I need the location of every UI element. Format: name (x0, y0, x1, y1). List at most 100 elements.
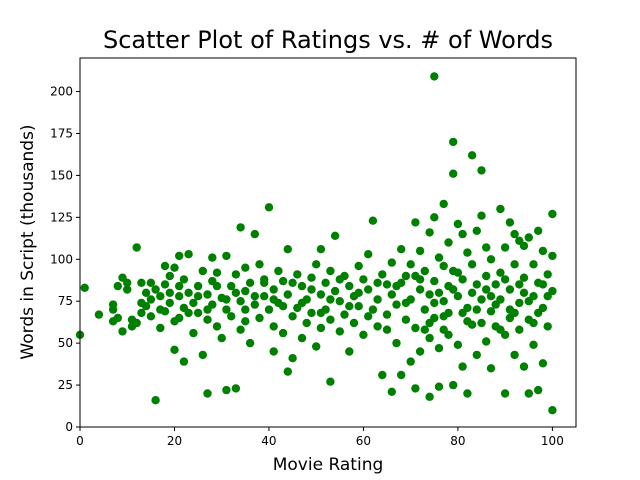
data-point (250, 229, 259, 239)
data-point (269, 295, 278, 304)
data-point (264, 203, 274, 212)
data-point (137, 308, 146, 318)
chart-title: Scatter Plot of Ratings vs. # of Words (103, 26, 553, 54)
y-tick-label: 50 (58, 336, 73, 350)
data-point (420, 266, 429, 276)
data-point (515, 325, 524, 334)
data-point (189, 298, 198, 308)
y-tick-label: 100 (50, 252, 73, 266)
data-point (486, 255, 496, 264)
data-point (439, 312, 448, 321)
data-point (382, 325, 392, 334)
data-point (434, 344, 444, 353)
data-point (401, 298, 411, 308)
data-point (175, 251, 184, 261)
data-point (255, 260, 264, 269)
data-point (330, 286, 340, 296)
data-point (212, 268, 222, 277)
data-point (236, 325, 245, 334)
data-point (472, 280, 481, 289)
data-point (519, 241, 529, 251)
data-point (307, 308, 316, 318)
data-point (189, 328, 198, 338)
data-point (283, 245, 292, 254)
data-point (359, 330, 368, 339)
data-point (156, 292, 165, 301)
y-tick-label: 175 (50, 126, 73, 140)
data-point (364, 312, 373, 321)
data-point (260, 292, 269, 301)
data-point (510, 229, 519, 239)
data-point (392, 281, 401, 291)
data-point (482, 271, 491, 281)
data-point (543, 270, 552, 279)
data-point (534, 385, 543, 395)
data-point (222, 305, 231, 314)
data-point (524, 389, 533, 398)
data-point (387, 387, 396, 396)
data-point (434, 288, 444, 297)
data-point (156, 323, 165, 333)
data-point (297, 333, 307, 343)
data-point (411, 323, 420, 333)
data-point (449, 285, 458, 294)
data-point (94, 310, 104, 319)
data-point (548, 251, 557, 261)
data-point (420, 325, 429, 334)
data-point (496, 325, 505, 334)
data-point (415, 246, 425, 256)
data-point (529, 340, 538, 349)
data-point (354, 302, 363, 311)
x-tick-label: 80 (450, 434, 465, 448)
data-point (241, 263, 250, 272)
data-point (335, 297, 344, 306)
data-point (486, 307, 496, 316)
data-point (274, 266, 283, 276)
data-point (165, 298, 174, 308)
data-point (278, 302, 288, 311)
data-point (198, 350, 207, 360)
data-point (510, 260, 519, 269)
data-point (515, 280, 524, 289)
data-point (524, 297, 533, 306)
data-point (283, 290, 292, 299)
data-point (255, 313, 264, 323)
data-point (316, 308, 326, 318)
data-point (245, 338, 255, 348)
data-point (227, 312, 236, 321)
data-point (245, 278, 255, 287)
data-point (222, 385, 231, 395)
data-point (184, 288, 193, 297)
data-point (397, 245, 406, 254)
data-point (538, 246, 548, 256)
data-point (364, 250, 373, 259)
data-point (368, 216, 378, 225)
data-point (264, 305, 274, 314)
data-point (151, 285, 160, 294)
data-point (179, 357, 189, 366)
data-point (326, 377, 335, 386)
data-point (123, 278, 132, 287)
data-point (467, 260, 477, 269)
data-point (392, 300, 401, 309)
data-point (444, 238, 453, 247)
data-point (401, 271, 411, 281)
data-point (236, 223, 245, 232)
data-point (302, 318, 311, 328)
data-point (222, 251, 231, 261)
data-point (326, 266, 335, 276)
data-point (458, 275, 467, 284)
data-point (392, 338, 401, 348)
data-point (170, 345, 179, 354)
data-point (345, 281, 354, 291)
data-point (184, 308, 193, 318)
data-point (175, 313, 184, 323)
data-point (175, 292, 184, 301)
data-point (449, 169, 458, 178)
data-point (430, 72, 439, 81)
data-point (326, 315, 335, 324)
data-point (160, 280, 170, 289)
data-point (321, 278, 330, 287)
data-point (269, 322, 278, 331)
